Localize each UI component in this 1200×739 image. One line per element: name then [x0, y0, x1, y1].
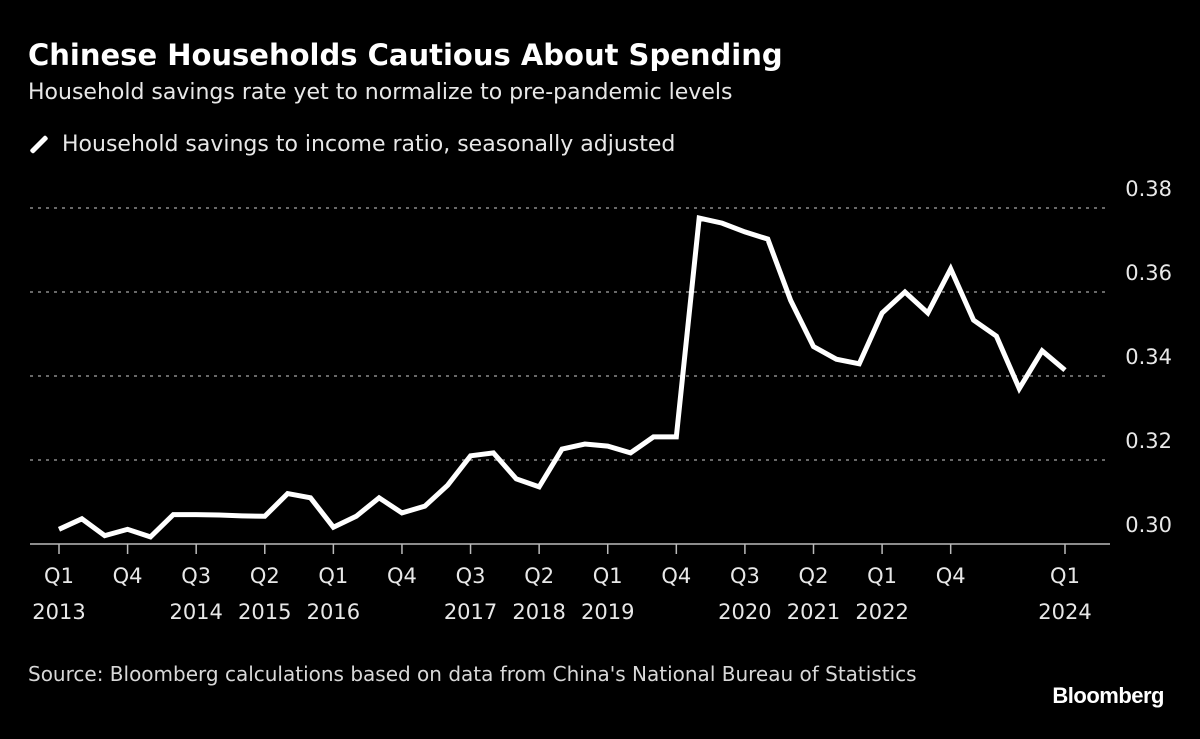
series-line: [57, 215, 1067, 540]
source-note: Source: Bloomberg calculations based on …: [28, 662, 917, 686]
x-tick-year: 2013: [32, 600, 85, 624]
x-tick-quarter: Q4: [113, 564, 143, 588]
chart-subtitle: Household savings rate yet to normalize …: [28, 80, 733, 105]
x-tick-quarter: Q2: [524, 564, 554, 588]
y-tick-label: 0.32: [1125, 429, 1172, 453]
x-tick-quarter: Q1: [867, 564, 897, 588]
x-tick-year: 2018: [512, 600, 565, 624]
x-tick-quarter: Q1: [318, 564, 348, 588]
x-tick-year: 2020: [718, 600, 771, 624]
x-tick-quarter: Q1: [593, 564, 623, 588]
x-tick-quarter: Q3: [181, 564, 211, 588]
y-tick-label: 0.30: [1125, 513, 1172, 537]
x-tick-quarter: Q2: [799, 564, 829, 588]
x-tick-year: 2024: [1038, 600, 1091, 624]
chart-title: Chinese Households Cautious About Spendi…: [28, 38, 783, 72]
legend-label: Household savings to income ratio, seaso…: [62, 132, 676, 157]
x-tick-quarter: Q3: [456, 564, 486, 588]
legend: Household savings to income ratio, seaso…: [28, 132, 675, 157]
x-tick-year: 2022: [855, 600, 908, 624]
x-tick-quarter: Q3: [730, 564, 760, 588]
x-tick-quarter: Q2: [250, 564, 280, 588]
x-tick-year: 2015: [238, 600, 291, 624]
x-tick-year: 2017: [444, 600, 497, 624]
x-tick-quarter: Q4: [661, 564, 691, 588]
x-tick-year: 2021: [787, 600, 840, 624]
bloomberg-logo: Bloomberg: [1052, 683, 1164, 708]
x-tick-quarter: Q1: [1050, 564, 1080, 588]
x-tick-quarter: Q1: [44, 564, 74, 588]
x-tick-year: 2014: [169, 600, 222, 624]
y-tick-label: 0.34: [1125, 345, 1172, 369]
x-tick-quarter: Q4: [387, 564, 417, 588]
x-tick-year: 2019: [581, 600, 634, 624]
y-tick-label: 0.38: [1125, 177, 1172, 201]
y-tick-label: 0.36: [1125, 261, 1172, 285]
x-tick-quarter: Q4: [936, 564, 966, 588]
x-tick-year: 2016: [307, 600, 360, 624]
